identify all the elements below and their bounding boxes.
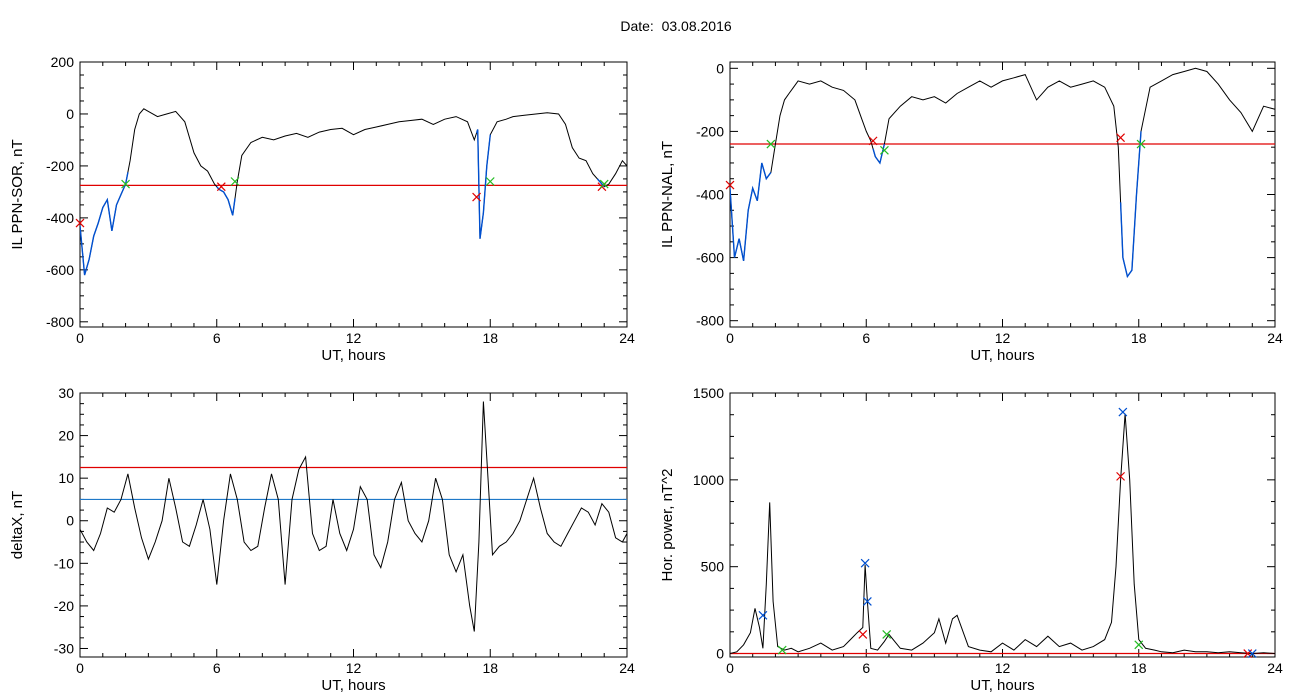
x-tick-label: 0 xyxy=(726,330,734,346)
plot-frame xyxy=(79,61,628,328)
y-axis-label: IL PPN-NAL, nT xyxy=(659,141,676,248)
y-tick-label: -800 xyxy=(46,314,74,330)
y-tick-label: 1500 xyxy=(693,385,724,401)
event-start-marker xyxy=(472,192,481,202)
y-tick-label: 0 xyxy=(716,60,724,76)
event-start-marker xyxy=(216,182,226,192)
series-line xyxy=(730,67,1275,278)
x-tick-label: 6 xyxy=(862,660,870,676)
green-marker xyxy=(882,629,892,639)
y-axis-label: Hor. power, nT^2 xyxy=(659,469,676,582)
y-tick-label: 0 xyxy=(66,513,74,529)
x-tick-label: 18 xyxy=(482,330,498,346)
x-tick-label: 6 xyxy=(213,660,221,676)
y-tick-label: 0 xyxy=(716,646,724,662)
event-end-marker xyxy=(121,179,131,189)
y-tick-label: -800 xyxy=(696,313,724,329)
y-tick-label: 0 xyxy=(66,106,74,122)
x-tick-label: 6 xyxy=(213,330,221,346)
y-tick-label: 200 xyxy=(51,54,75,70)
blue-marker xyxy=(758,610,768,620)
y-tick-label: -400 xyxy=(46,210,74,226)
event-end-marker xyxy=(485,177,495,186)
x-tick-label: 24 xyxy=(1267,330,1283,346)
green-marker xyxy=(777,645,787,655)
blue-marker xyxy=(860,558,870,568)
series-line xyxy=(730,413,1275,655)
sor-panel: 0 6 12 18 24 -800 -600 -400 -200 0 200 UT, hours IL … xyxy=(9,54,635,364)
event-start-marker xyxy=(75,218,85,228)
red-marker xyxy=(1116,471,1126,481)
x-axis-label: UT, hours xyxy=(970,347,1034,364)
y-tick-label: -20 xyxy=(54,598,74,614)
red-marker xyxy=(858,629,868,639)
x-tick-label: 18 xyxy=(1131,660,1147,676)
y-tick-label: 500 xyxy=(701,559,725,575)
blue-marker xyxy=(1118,407,1128,417)
y-tick-label: -600 xyxy=(696,250,724,266)
y-tick-label: 20 xyxy=(58,428,74,444)
event-highlight-segment xyxy=(872,143,886,165)
plot-frame xyxy=(729,61,1276,328)
event-end-marker xyxy=(1136,139,1146,149)
x-tick-label: 12 xyxy=(995,660,1011,676)
event-end-marker xyxy=(879,145,889,155)
event-start-marker xyxy=(1116,133,1126,143)
y-tick-label: -30 xyxy=(54,640,74,656)
event-start-marker xyxy=(725,180,735,190)
event-highlight-segment xyxy=(216,186,236,216)
event-highlight-segment xyxy=(730,162,772,261)
event-end-marker xyxy=(230,177,240,186)
nal-panel: 0 6 12 18 24 -800 -600 -400 -200 0 UT, hours IL PPN… xyxy=(659,60,1283,364)
y-axis-label: IL PPN-SOR, nT xyxy=(9,139,26,249)
event-highlight-segment xyxy=(475,129,491,239)
x-tick-label: 0 xyxy=(726,660,734,676)
y-tick-label: -600 xyxy=(46,262,74,278)
x-tick-label: 12 xyxy=(346,660,362,676)
y-tick-label: -200 xyxy=(46,158,74,174)
y-tick-label: 1000 xyxy=(693,472,724,488)
event-highlight-segment xyxy=(80,172,129,276)
event-end-marker xyxy=(766,139,776,149)
deltax-panel: 0 6 12 18 24 -30 -20 -10 0 10 20 30 UT, hours deltaX,… xyxy=(9,385,635,694)
plot-frame xyxy=(729,392,1276,658)
x-axis-label: UT, hours xyxy=(321,347,385,364)
blue-marker xyxy=(862,596,872,606)
x-tick-label: 12 xyxy=(346,330,362,346)
power-panel: 0 6 12 18 24 0 500 1000 1500 UT, hours Hor. power,… xyxy=(659,385,1283,694)
event-start-marker xyxy=(868,136,878,146)
y-tick-label: -200 xyxy=(696,123,724,139)
x-tick-label: 24 xyxy=(619,330,635,346)
y-tick-label: 10 xyxy=(58,470,74,486)
figure-date: Date: 03.08.2016 xyxy=(620,18,732,34)
x-tick-label: 18 xyxy=(1131,330,1147,346)
y-axis-label: deltaX, nT xyxy=(9,491,26,559)
y-tick-label: 30 xyxy=(58,385,74,401)
event-end-marker xyxy=(599,179,609,189)
x-tick-label: 6 xyxy=(862,330,870,346)
x-tick-label: 24 xyxy=(1267,660,1283,676)
series-line xyxy=(80,108,627,276)
x-tick-label: 0 xyxy=(76,660,84,676)
x-tick-label: 24 xyxy=(619,660,635,676)
blue-marker xyxy=(1247,649,1257,658)
x-tick-label: 0 xyxy=(76,330,84,346)
x-tick-label: 12 xyxy=(995,330,1011,346)
x-axis-label: UT, hours xyxy=(321,677,385,694)
event-highlight-segment xyxy=(1119,131,1142,279)
green-marker xyxy=(1134,640,1144,650)
x-tick-label: 18 xyxy=(482,660,498,676)
y-tick-label: -10 xyxy=(54,555,74,571)
series-line xyxy=(80,401,627,632)
y-tick-label: -400 xyxy=(696,187,724,203)
x-axis-label: UT, hours xyxy=(970,677,1034,694)
